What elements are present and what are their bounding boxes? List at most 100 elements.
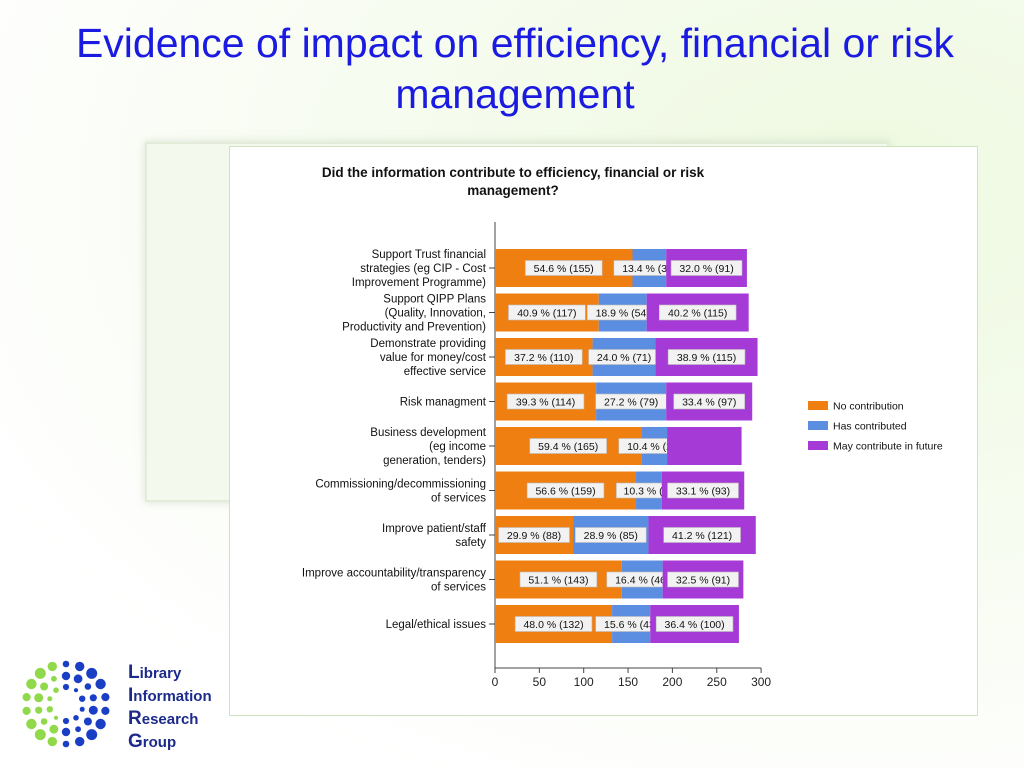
data-label-box xyxy=(663,527,741,543)
logo-dot xyxy=(47,736,57,747)
logo-dot xyxy=(61,671,71,681)
logo-line-library: Library xyxy=(128,662,182,683)
category-label: safety xyxy=(455,537,486,549)
data-label: 59.4 % (165) xyxy=(538,441,598,453)
data-label: 28.9 % (85) xyxy=(584,530,638,542)
logo-dot xyxy=(47,696,53,702)
logo-dot xyxy=(101,706,110,715)
logo-dot xyxy=(79,695,86,702)
category-label: generation, tenders) xyxy=(383,455,486,467)
data-label: 33.1 % (93) xyxy=(676,486,730,498)
data-label: 40.9 % (117) xyxy=(517,308,576,320)
x-tick-label: 50 xyxy=(533,675,547,689)
legend-label: Has contributed xyxy=(833,421,907,433)
data-label: 29.9 % (88) xyxy=(507,530,561,542)
category-label: Improve patient/staff xyxy=(382,523,487,535)
x-tick-label: 250 xyxy=(707,675,727,689)
logo-line-research: Research xyxy=(128,708,199,729)
logo-dot xyxy=(53,715,59,720)
data-label: 41.2 % (121) xyxy=(672,530,732,542)
logo-dot xyxy=(79,706,85,712)
legend-label: May contribute in future xyxy=(833,441,943,453)
slide-title: Evidence of impact on efficiency, financ… xyxy=(75,20,955,117)
logo-dot xyxy=(88,705,98,715)
chart-panel: Did the information contribute to effici… xyxy=(229,146,978,716)
data-label-box xyxy=(508,304,586,321)
data-label: 15.6 % (43) xyxy=(604,619,658,631)
logo-dot xyxy=(62,717,70,725)
chart-title-line: management? xyxy=(467,183,559,198)
data-label-box xyxy=(670,260,743,276)
data-label-box xyxy=(505,349,583,365)
logo-dot xyxy=(49,724,59,734)
legend-swatch xyxy=(808,401,828,410)
logo-dot xyxy=(51,675,57,682)
logo-dot xyxy=(84,683,92,690)
logo-dot xyxy=(75,661,85,672)
data-label: 48.0 % (132) xyxy=(523,619,583,631)
logo-dot xyxy=(62,683,70,691)
data-label: 10.3 % (29 xyxy=(623,486,674,498)
data-label-box xyxy=(526,482,605,499)
logo-text: Library Information Research Group xyxy=(128,662,212,754)
logo-dot xyxy=(62,660,70,668)
category-label: Business development xyxy=(370,427,487,439)
logo-dot xyxy=(86,729,98,741)
x-tick-label: 0 xyxy=(492,675,499,689)
data-label: 36.4 % (100) xyxy=(665,619,725,631)
category-label: Demonstrate providing xyxy=(370,338,486,350)
data-label: 16.4 % (46) xyxy=(615,575,669,587)
logo-dot xyxy=(75,726,81,733)
data-label: 40.2 % (115) xyxy=(668,308,727,320)
logo-dot xyxy=(95,678,106,690)
data-label: 39.3 % (114) xyxy=(516,397,575,409)
data-label-box xyxy=(514,616,593,632)
legend-swatch xyxy=(808,421,828,430)
category-label: of services xyxy=(431,582,486,594)
x-tick-label: 150 xyxy=(618,675,638,689)
logo-dot xyxy=(22,706,31,715)
data-label: 37.2 % (110) xyxy=(514,352,573,364)
logo-line-information: Information xyxy=(128,685,212,706)
logo-dot xyxy=(26,678,37,690)
data-label-box xyxy=(655,616,734,632)
data-label-box xyxy=(667,349,746,365)
x-tick-label: 300 xyxy=(751,675,771,689)
data-label: 32.5 % (91) xyxy=(676,575,730,587)
logo-dot xyxy=(73,688,79,693)
category-label: strategies (eg CIP - Cost xyxy=(360,263,487,275)
data-label: 33.4 % (97) xyxy=(682,397,736,409)
category-label: effective service xyxy=(404,366,486,378)
data-label-box xyxy=(667,571,739,588)
category-label: Improve accountability/transparency xyxy=(302,567,486,579)
stacked-bar-chart: Did the information contribute to effici… xyxy=(302,165,943,689)
data-label-box xyxy=(525,260,603,276)
data-label: 56.6 % (159) xyxy=(535,486,595,498)
data-label-box xyxy=(498,527,570,543)
logo-dot xyxy=(73,715,79,721)
category-label: Support QIPP Plans xyxy=(383,293,486,305)
logo-dot xyxy=(34,667,46,679)
category-label: of services xyxy=(431,493,486,505)
data-label: 18.9 % (54) xyxy=(596,308,650,320)
data-label: 13.4 % (38) xyxy=(622,263,676,275)
logo-dot xyxy=(22,693,31,702)
data-label-box xyxy=(673,393,745,410)
logo-dot xyxy=(53,687,59,693)
logo-line-group: Group xyxy=(128,731,177,752)
data-label: 24.0 % (71) xyxy=(597,352,651,364)
legend-swatch xyxy=(808,441,828,450)
logo-dot xyxy=(40,682,49,691)
data-label-box xyxy=(519,571,598,588)
category-label: (Quality, Innovation, xyxy=(385,308,486,320)
category-label: Legal/ethical issues xyxy=(386,619,487,631)
logo-dot xyxy=(34,729,46,741)
logo-dot xyxy=(86,667,98,679)
data-label: 32.0 % (91) xyxy=(679,263,733,275)
logo-dot xyxy=(26,718,37,730)
x-tick-label: 200 xyxy=(662,675,682,689)
logo-dot xyxy=(34,693,44,703)
category-label: Improvement Programme) xyxy=(352,277,486,289)
logo-dot xyxy=(40,718,48,725)
data-label-box xyxy=(506,393,585,410)
